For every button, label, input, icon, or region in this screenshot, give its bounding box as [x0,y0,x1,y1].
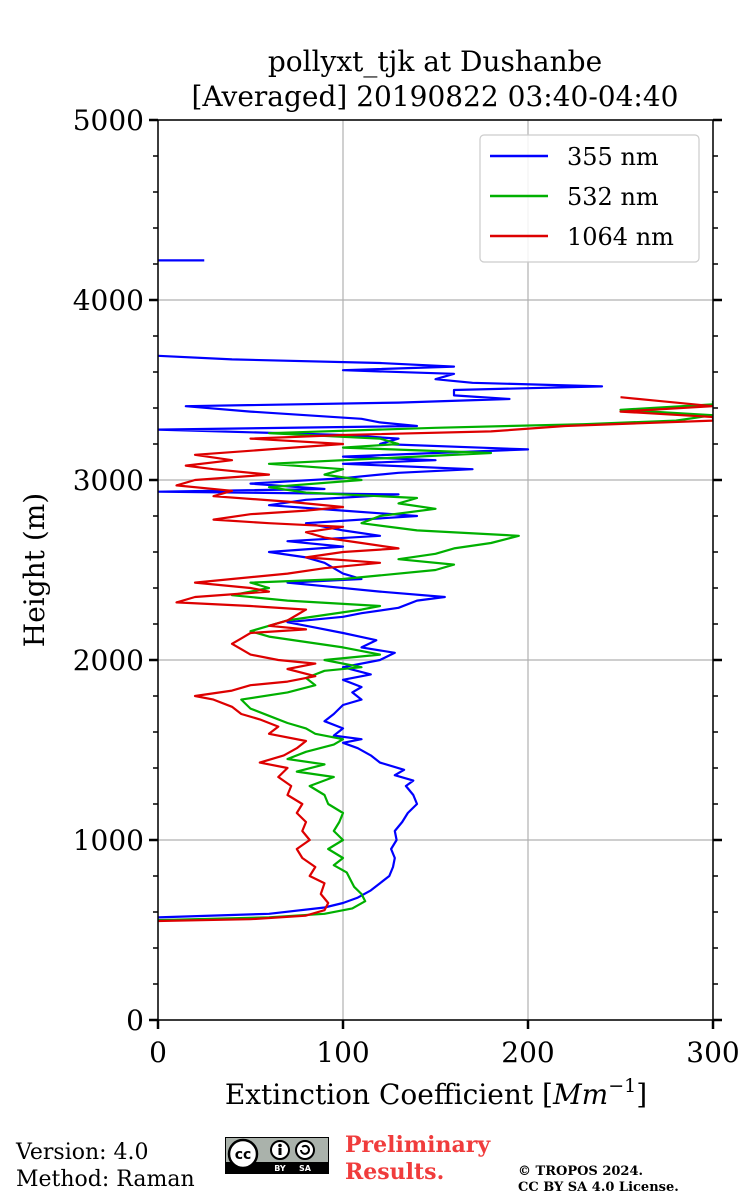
x-axis-label-main: Extinction Coefficient [ [225,1078,553,1111]
series-lines [158,259,713,923]
y-axis-label: Height (m) [18,493,51,647]
y-tick-label: 5000 [73,104,144,137]
version-text: Version: 4.0 [16,1140,149,1165]
x-tick-label: 0 [149,1036,167,1069]
legend-frame [479,134,700,263]
extinction-profile-chart: pollyxt_tjk at Dushanbe [Averaged] 20190… [18,45,740,1111]
series-line-1064-nm [158,396,713,923]
x-axis-label-end: ] [636,1078,647,1111]
legend-label-1064: 1064 nm [567,223,674,251]
x-axis-label-exponent: −1 [608,1075,636,1097]
y-tick-label: 1000 [73,824,144,857]
series-line-532-nm [158,400,713,922]
cc-license-badge: cc BY SA [225,1137,329,1174]
x-tick-label: 200 [501,1036,554,1069]
sa-icon [295,1140,315,1160]
y-tick-label: 4000 [73,284,144,317]
chart-title-line2: [Averaged] 20190822 03:40-04:40 [192,80,679,113]
results-text: Results. [345,1159,445,1185]
svg-text:BY: BY [274,1164,286,1173]
svg-text:cc: cc [235,1147,252,1163]
y-tick-label: 0 [126,1004,144,1037]
plot-frame [157,119,714,1021]
method-text: Method: Raman [16,1167,195,1192]
series-line-355-nm [158,354,604,919]
preliminary-text: Preliminary [345,1132,491,1158]
cc-icon [227,1138,259,1170]
x-tick-label: 100 [316,1036,369,1069]
svg-text:SA: SA [299,1164,312,1173]
license-text: CC BY SA 4.0 License. [518,1180,679,1195]
copyright-text: © TROPOS 2024. [518,1164,644,1179]
x-axis-label: Extinction Coefficient [Mm−1] [225,1075,647,1111]
y-tick-label: 3000 [73,464,144,497]
legend-label-355: 355 nm [567,143,659,171]
legend-label-532: 532 nm [567,183,659,211]
x-axis-label-unit: Mm [552,1078,608,1111]
chart-title-line1: pollyxt_tjk at Dushanbe [268,45,602,78]
legend: 355 nm 532 nm 1064 nm [479,134,700,263]
y-tick-label: 2000 [73,644,144,677]
x-tick-label: 300 [686,1036,739,1069]
